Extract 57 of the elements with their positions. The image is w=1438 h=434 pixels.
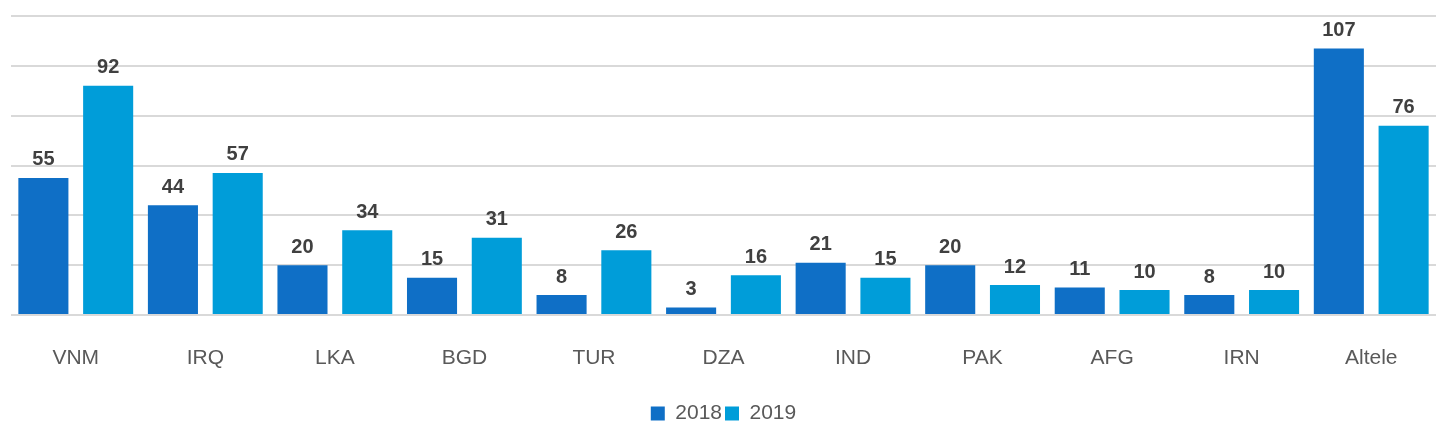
data-label: 15 xyxy=(874,247,897,270)
bar xyxy=(277,265,328,314)
x-tick-label: PAK xyxy=(962,345,1003,369)
bar xyxy=(342,230,393,314)
bar xyxy=(730,275,781,314)
data-label: 8 xyxy=(1203,264,1215,287)
data-label: 20 xyxy=(939,234,962,257)
bar xyxy=(989,285,1041,314)
x-tick-label: TUR xyxy=(572,345,616,369)
x-tick-label: BGD xyxy=(441,345,488,369)
data-label: 31 xyxy=(485,207,508,230)
bar xyxy=(536,295,587,314)
data-label: 3 xyxy=(685,277,697,300)
data-label: 10 xyxy=(1262,259,1286,282)
data-label: 26 xyxy=(615,219,638,242)
x-tick-label: IRN xyxy=(1223,345,1260,369)
x-tick-label: IRQ xyxy=(186,345,224,369)
bar xyxy=(18,177,69,314)
data-label: 57 xyxy=(226,142,249,165)
data-label: 11 xyxy=(1069,257,1091,280)
bar xyxy=(147,205,198,314)
x-tick-label: IND xyxy=(834,345,872,369)
bar xyxy=(1313,48,1364,314)
bar xyxy=(860,277,911,314)
bar xyxy=(795,262,846,314)
bar xyxy=(1249,290,1300,314)
legend-label: 2018 xyxy=(675,400,722,424)
data-label: 92 xyxy=(97,55,120,78)
x-tick-label: VNM xyxy=(52,345,100,369)
data-label: 20 xyxy=(291,234,314,257)
data-label: 107 xyxy=(1322,17,1356,40)
data-label: 21 xyxy=(809,232,832,255)
x-tick-label: AFG xyxy=(1090,345,1134,369)
legend-label: 2019 xyxy=(749,400,797,424)
data-label: 12 xyxy=(1003,254,1027,277)
bar xyxy=(471,237,522,314)
data-label: 76 xyxy=(1392,95,1415,118)
data-label: 16 xyxy=(744,244,768,267)
data-label: 8 xyxy=(556,264,568,287)
bar xyxy=(83,85,134,314)
bar xyxy=(1184,295,1235,314)
bar xyxy=(601,250,652,314)
x-tick-label: DZA xyxy=(702,345,745,369)
bar xyxy=(1378,125,1429,314)
data-label: 44 xyxy=(161,174,185,197)
data-label: 34 xyxy=(356,199,380,222)
data-label: 55 xyxy=(32,147,55,170)
data-label: 15 xyxy=(420,247,444,270)
bar xyxy=(925,265,976,314)
x-tick-label: LKA xyxy=(315,345,355,369)
bar xyxy=(212,172,263,314)
data-label: 10 xyxy=(1133,259,1156,282)
bar xyxy=(406,277,458,314)
bar xyxy=(1119,290,1170,314)
x-tick-label: Altele xyxy=(1344,345,1398,369)
bar xyxy=(1054,287,1105,314)
bar xyxy=(666,307,717,314)
